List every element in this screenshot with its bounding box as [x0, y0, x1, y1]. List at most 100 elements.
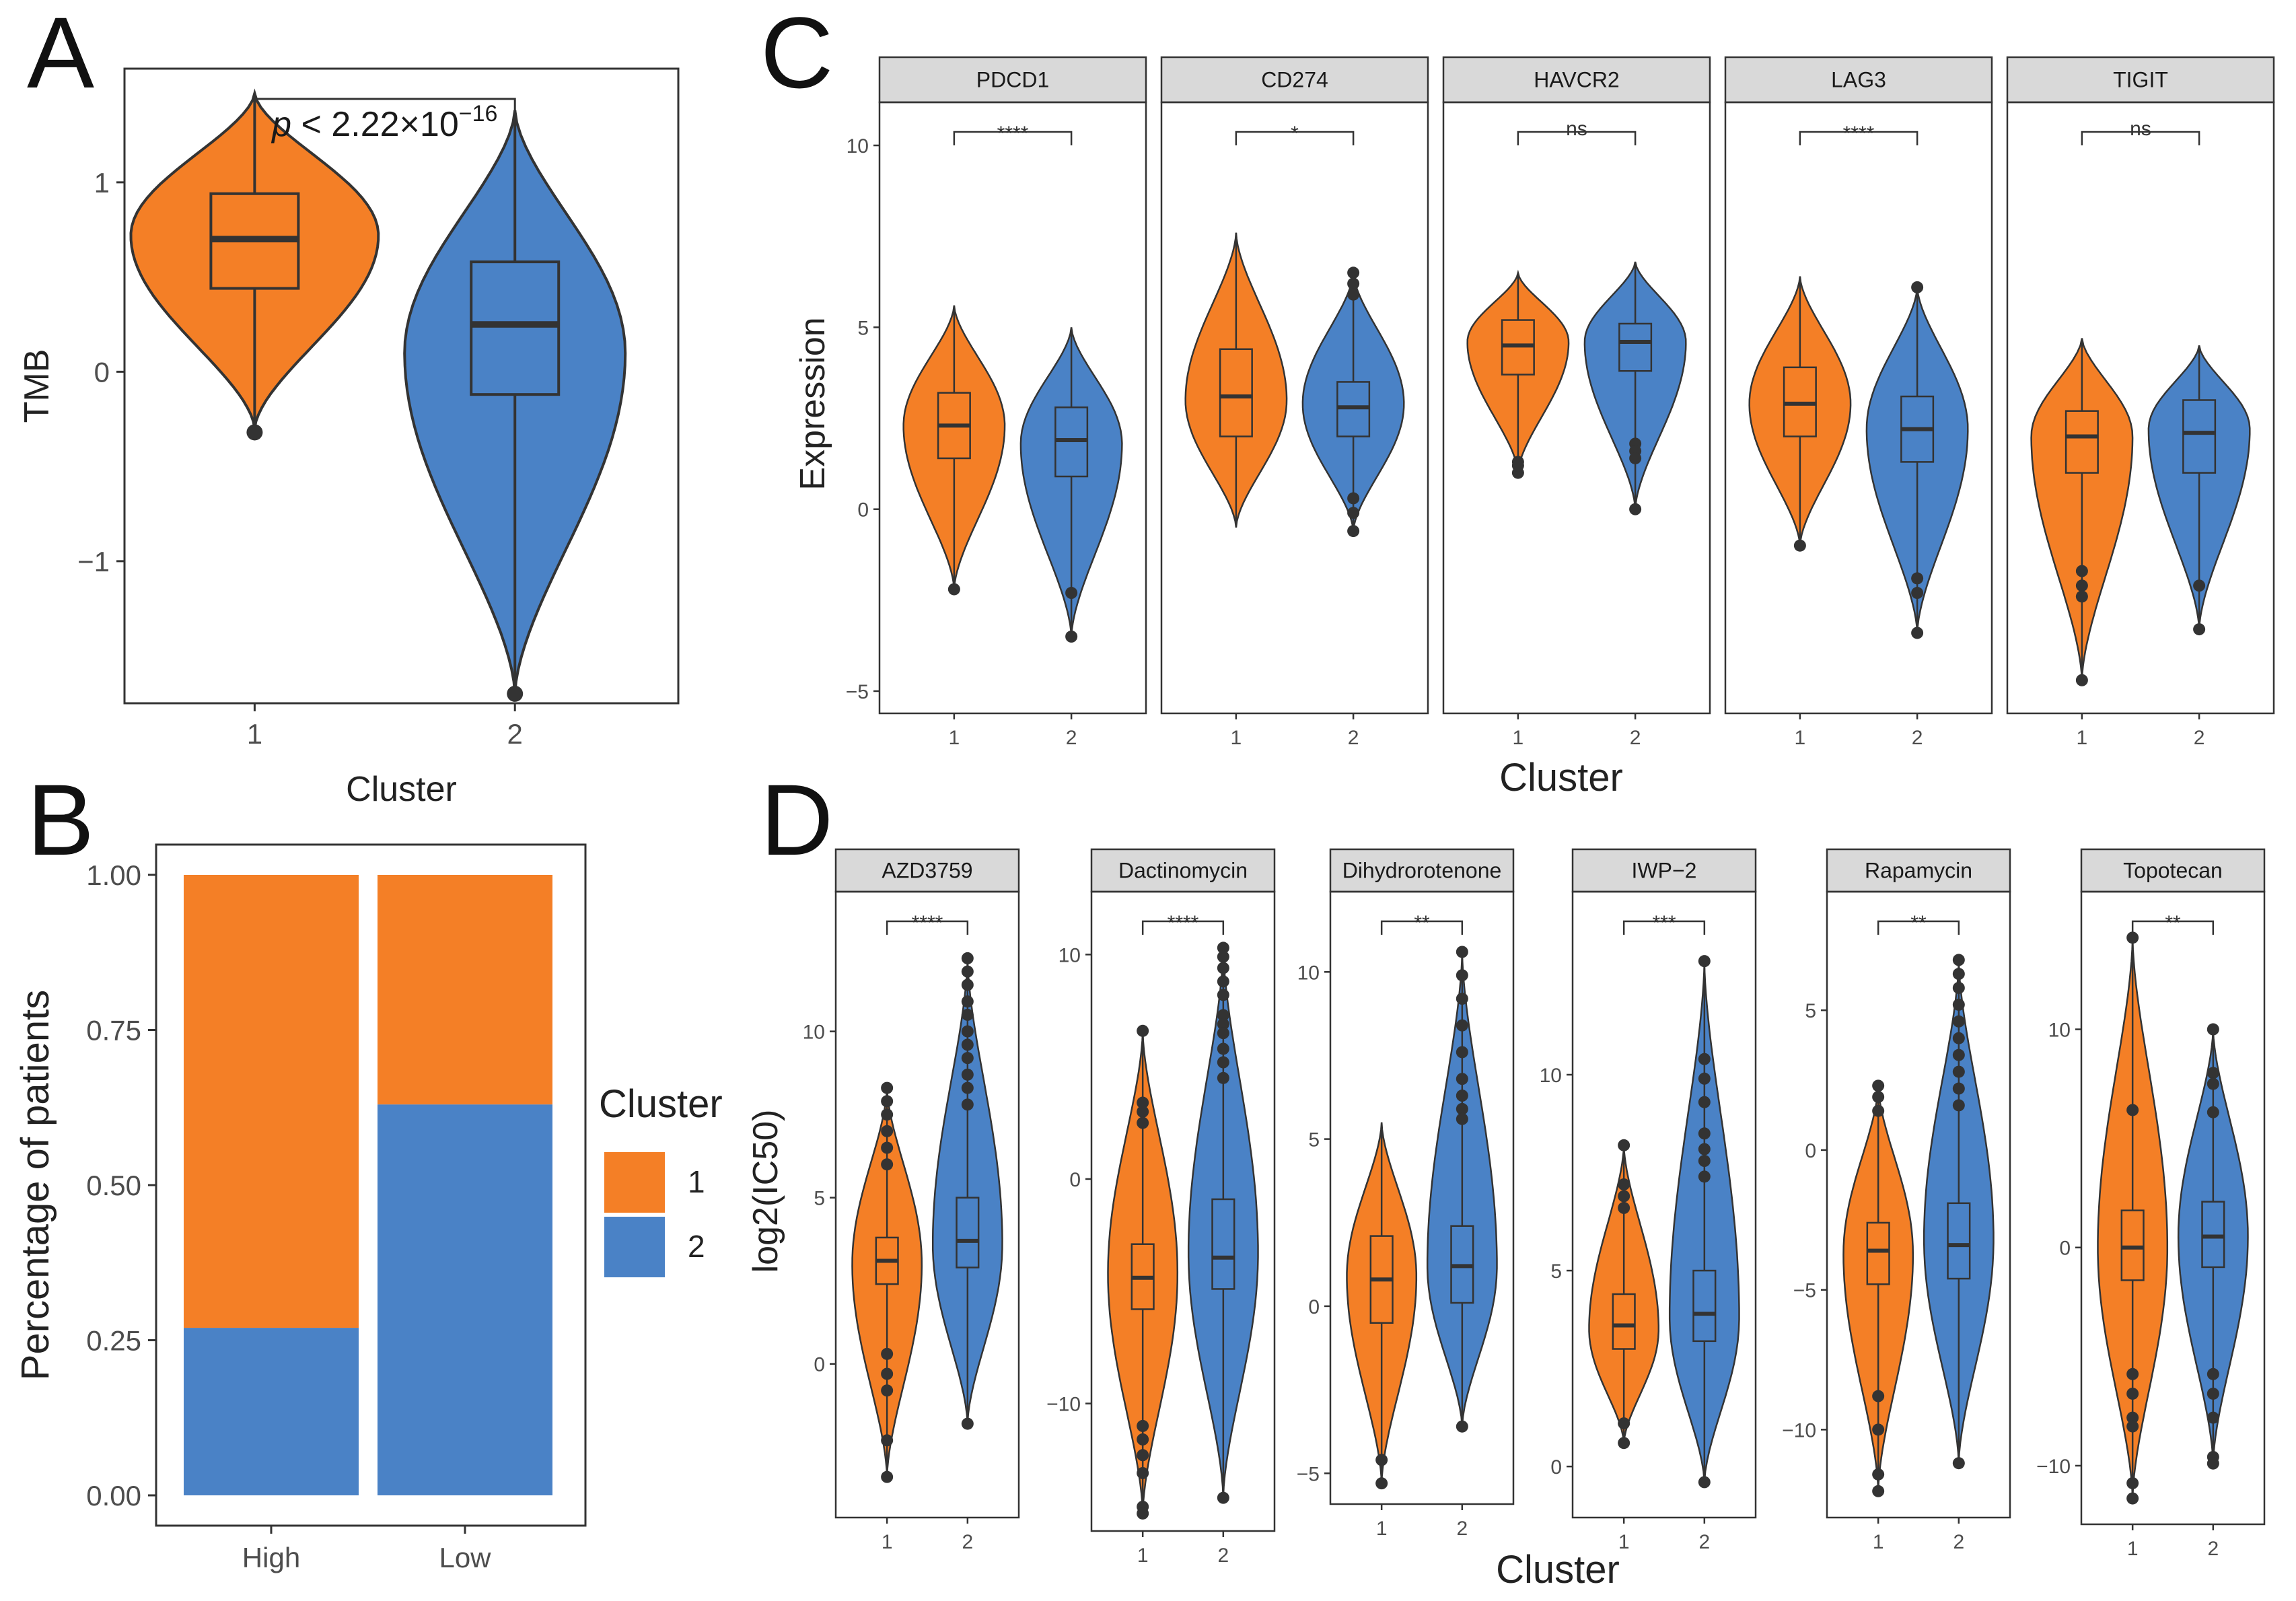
panel-d-facet-topotecan-strip-label: Topotecan [2123, 859, 2223, 883]
panel-d-facet-azd3759-group-1-outlier-3 [881, 1125, 894, 1137]
legend-swatch-cluster-1 [604, 1152, 665, 1213]
panel-c-facet-cd274-group-2-outlier-3 [1347, 492, 1360, 505]
panel-c-facet-cd274-group-2-outlier-5 [1347, 525, 1360, 538]
panel-b-ytick-label-1: 0.25 [86, 1325, 141, 1357]
panel-d-facet-dihydrorotenone-sig-label: ** [1414, 912, 1430, 934]
panel-c-facet-tigit-sig-bracket [2081, 131, 2200, 145]
panel-d-facet-azd3759-group-2-outlier-3 [961, 995, 974, 1008]
panel-a-group-1-outlier-0 [246, 424, 263, 441]
panel-d-facet-iwp-2-ytick-label-0: 0 [1550, 1456, 1562, 1479]
panel-b-ytick-label-3: 0.75 [86, 1015, 141, 1046]
panel-d-facet-topotecan-group-1-outlier-6 [2126, 1477, 2139, 1489]
panel-d-facet-azd3759-group-1-outlier-0 [881, 1081, 894, 1094]
panel-d-facet-topotecan-group-2-outlier-8 [2207, 1457, 2219, 1470]
panel-d-facet-dactinomycin-group-2-outlier-5 [1217, 1009, 1229, 1022]
panel-d-facet-rapamycin-xtick-label-1: 2 [1953, 1531, 1964, 1553]
panel-d-facet-iwp-2-ytick-label-2: 10 [1540, 1065, 1562, 1087]
panel-d-facet-azd3759-group-2-outlier-11 [961, 1417, 974, 1430]
panel-c-facet-cd274-group-1-violin [1184, 232, 1288, 528]
panel-d-facet-iwp-2-sig-bracket [1622, 920, 1706, 935]
panel-d-facet-dihydrorotenone-group-2-outlier-0 [1456, 946, 1468, 958]
panel-a-xtick-label-1: 2 [507, 718, 523, 750]
panel-d-facet-azd3759-group-1-outlier-1 [881, 1095, 894, 1108]
panel-d-x-axis-title: Cluster [1496, 1548, 1620, 1592]
panel-d-facet-rapamycin-group-1-outlier-2 [1872, 1104, 1885, 1117]
panel-d-facet-rapamycin-xtick-label-0: 1 [1873, 1531, 1884, 1553]
panel-d-facet-azd3759-group-1-outlier-7 [881, 1367, 894, 1380]
panel-d-facet-dihydrorotenone-group-2-outlier-1 [1456, 969, 1468, 982]
panel-d-facet-azd3759-strip [834, 848, 1020, 893]
panel-d-facet-dactinomycin-ytick-label-2: 10 [1059, 944, 1081, 966]
panel-d-facet-rapamycin-group-2-outlier-9 [1952, 1099, 1965, 1112]
panel-c-facet-cd274-group-2-outlier-2 [1347, 288, 1360, 301]
panel-c-facet-pdcd1-xtick-label-0: 1 [949, 727, 960, 749]
panel-d-facet-dactinomycin-xtick-label-0: 1 [1137, 1544, 1149, 1567]
panel-d-facet-topotecan-group-2-outlier-6 [2207, 1411, 2219, 1424]
panel-d-facet-topotecan-group-1-outlier-0 [2126, 931, 2139, 944]
panel-d-facet-topotecan-group-1-outlier-2 [2126, 1367, 2139, 1380]
panel-d-facet-iwp-2-group-2-outlier-6 [1698, 1155, 1711, 1168]
panel-d-facet-iwp-2-ytick-label-1: 5 [1550, 1260, 1562, 1283]
panel-d-facet-azd3759-group-2-outlier-5 [961, 1025, 974, 1038]
legend: Cluster 1 2 [599, 1082, 723, 1277]
panel-letter-a: A [27, 0, 94, 109]
panel-c-facet-havcr2-sig-bracket [1517, 131, 1637, 145]
panel-a-pvalue-text: p < 2.22×10−16 [271, 101, 497, 144]
panel-d-facet-topotecan-xtick-label-0: 1 [2127, 1538, 2139, 1560]
panel-d-facet-dactinomycin-group-2-outlier-3 [1217, 975, 1229, 988]
panel-a-ytick-label-1: 0 [94, 356, 110, 388]
panel-c-facet-havcr2-group-2-outlier-2 [1629, 452, 1642, 464]
panel-c-facet-lag3-sig-bracket [1799, 131, 1918, 145]
panel-c-facet-pdcd1-xtick-label-1: 2 [1066, 727, 1077, 749]
panel-d-facet-iwp-2-group-2-outlier-0 [1698, 955, 1711, 968]
panel-c-facet-tigit-xtick-label-1: 2 [2194, 727, 2205, 749]
panel-d-facet-azd3759-group-1-outlier-8 [881, 1384, 894, 1397]
panel-a-frame [123, 67, 680, 705]
panel-c-facet-pdcd1-group-2-outlier-1 [1065, 630, 1078, 643]
panel-d-facet-dactinomycin-group-1-outlier-9 [1137, 1507, 1149, 1520]
panel-c-facet-cd274-group-1-box [1219, 348, 1253, 437]
panel-d-facet-azd3759-xtick-label-0: 1 [882, 1531, 893, 1553]
panel-d-facet-rapamycin-group-2-box [1947, 1202, 1971, 1280]
panel-d-facet-rapamycin-sig-label: ** [1910, 912, 1927, 934]
panel-d-facet-topotecan-group-2-outlier-5 [2207, 1387, 2219, 1400]
panel-b-ytick-label-4: 1.00 [86, 859, 141, 891]
panel-b-xtick-label-0: High [242, 1542, 300, 1573]
panel-c-facet-cd274-group-2-outlier-0 [1347, 266, 1360, 279]
panel-d-facet-topotecan-group-2-box [2201, 1201, 2225, 1269]
panel-c-facet-havcr2-frame [1442, 101, 1711, 715]
panel-c-facet-havcr2-xtick-label-1: 2 [1630, 727, 1641, 749]
panel-c-checkpoint-violins: PDCD1 −5 0 5 10 1 2 **** CD274 1 2 * HAVCR2 1 2 ns LAG3 1… [793, 56, 2275, 799]
panel-d-facet-dactinomycin-strip-label: Dactinomycin [1118, 859, 1248, 883]
panel-d-facet-dactinomycin-group-2-outlier-0 [1217, 941, 1229, 954]
panel-d-facet-dihydrorotenone-group-2-outlier-6 [1456, 1090, 1468, 1102]
panel-d-facet-dihydrorotenone-ytick-label-1: 0 [1308, 1296, 1320, 1318]
panel-a-pvalue-p: p [271, 105, 291, 144]
panel-a-ytick-label-0: −1 [77, 546, 110, 577]
panel-d-facet-rapamycin-group-2-outlier-6 [1952, 1048, 1965, 1061]
panel-letter-b: B [27, 763, 94, 876]
panel-a-group-2-outlier-0 [507, 685, 524, 702]
legend-label-cluster-1: 1 [688, 1164, 705, 1199]
legend-swatch-cluster-2 [604, 1217, 665, 1277]
panel-letter-d: D [760, 763, 833, 876]
panel-d-facet-azd3759-group-2-outlier-6 [961, 1038, 974, 1051]
panel-a-x-axis-title: Cluster [346, 770, 457, 809]
panel-c-facet-cd274-xtick-label-0: 1 [1231, 727, 1242, 749]
panel-d-facet-azd3759-xtick-label-1: 2 [962, 1531, 973, 1553]
panel-d-facet-iwp-2-group-2-outlier-2 [1698, 1072, 1711, 1085]
panel-d-facet-iwp-2-sig-label: *** [1652, 912, 1676, 934]
panel-b-ytick-label-2: 0.50 [86, 1170, 141, 1201]
panel-d-facet-topotecan-sig-bracket [2131, 920, 2215, 935]
panel-d-facet-topotecan-ytick-label-2: 10 [2048, 1020, 2071, 1042]
panel-c-facet-lag3-group-1-outlier-0 [1793, 539, 1806, 552]
panel-d-facet-dihydrorotenone-strip [1329, 848, 1515, 893]
panel-c-facet-tigit-group-1-outlier-0 [2075, 565, 2088, 577]
panel-d-facet-azd3759-ytick-label-2: 10 [803, 1022, 825, 1044]
panel-d-facet-rapamycin-strip [1826, 848, 2011, 893]
panel-c-facet-cd274-strip [1160, 56, 1429, 104]
panel-c-facet-tigit-group-2-outlier-1 [2193, 623, 2206, 636]
panel-c-facet-havcr2-group-1-outlier-2 [1511, 456, 1524, 468]
panel-d-facet-rapamycin-ytick-label-1: −5 [1793, 1280, 1816, 1302]
